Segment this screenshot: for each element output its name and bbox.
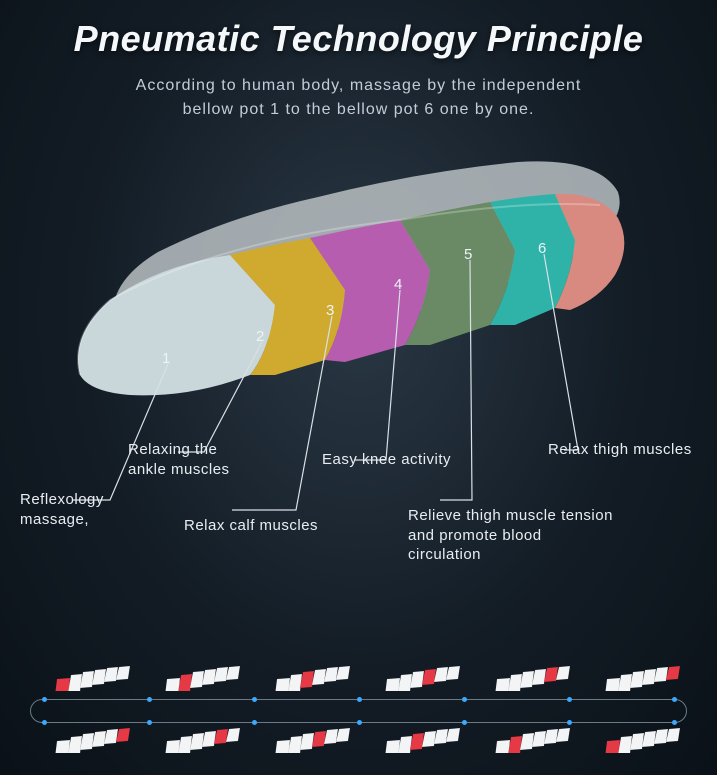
cycle-leg-top-1 [54, 665, 134, 695]
seg-num-2: 2 [256, 328, 264, 345]
seg-num-4: 4 [394, 276, 402, 293]
cycle-leg-top-4 [384, 665, 464, 695]
cycle-strip [24, 665, 693, 757]
cycle-leg-bot-3 [274, 727, 354, 757]
cycle-dot [462, 720, 467, 725]
cycle-leg-bot-5 [494, 727, 574, 757]
cycle-dot [567, 720, 572, 725]
cycle-dot [147, 697, 152, 702]
cycle-dot [462, 697, 467, 702]
cycle-leg-top-6 [604, 665, 684, 695]
page-subtitle: According to human body, massage by the … [0, 74, 717, 122]
cycle-leg-bot-2 [164, 727, 244, 757]
subtitle-line-1: According to human body, massage by the … [136, 77, 582, 94]
cycle-dot [672, 697, 677, 702]
label-4: Easy knee activity [322, 450, 492, 470]
cycle-leg-top-2 [164, 665, 244, 695]
cycle-dot [42, 720, 47, 725]
label-5: Relieve thigh muscle tension and promote… [408, 506, 618, 565]
cycle-dot [147, 720, 152, 725]
cycle-dot [672, 720, 677, 725]
seg-num-3: 3 [326, 302, 334, 319]
cycle-leg-bot-4 [384, 727, 464, 757]
page-title: Pneumatic Technology Principle [0, 0, 717, 60]
cycle-dot [252, 697, 257, 702]
label-2: Relaxing the ankle muscles [128, 440, 258, 479]
cycle-leg-top-5 [494, 665, 574, 695]
cycle-dot [42, 697, 47, 702]
cycle-leg-bot-1 [54, 727, 134, 757]
cycle-dot [567, 697, 572, 702]
cycle-dot [357, 720, 362, 725]
label-6: Relax thigh muscles [548, 440, 717, 460]
seg-num-6: 6 [538, 240, 546, 257]
subtitle-line-2: bellow pot 1 to the bellow pot 6 one by … [183, 101, 535, 118]
label-3: Relax calf muscles [184, 516, 364, 536]
cycle-dot [357, 697, 362, 702]
label-1: Reflexology massage, [20, 490, 140, 529]
seg-num-1: 1 [162, 350, 170, 367]
cycle-leg-bot-6 [604, 727, 684, 757]
cycle-dot [252, 720, 257, 725]
seg-num-5: 5 [464, 246, 472, 263]
main-diagram: 1 2 3 4 5 6 Reflexology massage, Relaxin… [0, 150, 717, 590]
cycle-leg-top-3 [274, 665, 354, 695]
